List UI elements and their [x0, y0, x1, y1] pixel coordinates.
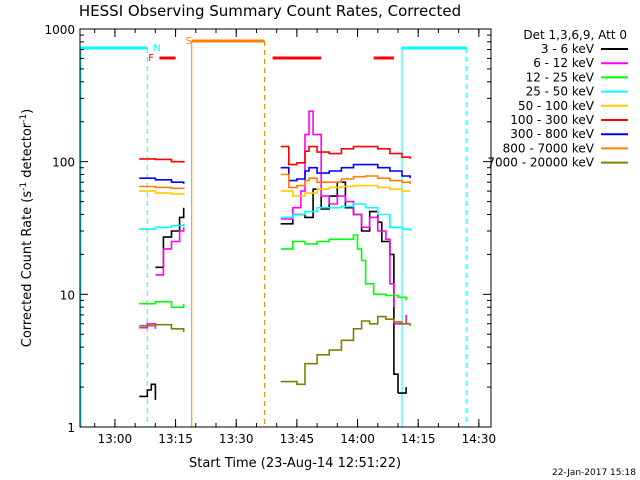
series-line-6 [280, 145, 411, 166]
y-axis-label-main: Corrected Count Rate (s [20, 191, 35, 348]
x-tick-label: 14:15 [401, 432, 436, 446]
legend-label-6: 100 - 300 keV [510, 113, 594, 127]
series-line-8 [280, 173, 411, 189]
y-tick-label: 100 [52, 156, 75, 170]
x-tick-label: 13:30 [219, 432, 254, 446]
y-axis-label-mid: detector [20, 122, 35, 182]
series-line-1 [139, 383, 157, 400]
legend-label-7: 300 - 800 keV [510, 127, 594, 141]
series-line-4 [280, 203, 411, 231]
series-line-9 [139, 323, 185, 332]
series-line-5 [280, 184, 411, 197]
chart-title: HESSI Observing Summary Count Rates, Cor… [79, 2, 461, 20]
y-tick-label: 1000 [44, 23, 75, 37]
legend-label-2: 6 - 12 keV [533, 56, 595, 70]
series-line-7 [139, 177, 185, 184]
y-axis-label-exp-2: -1 [19, 114, 29, 123]
series-line-9 [280, 315, 411, 386]
axis-ticks: 13:00 13:15 13:30 13:45 14:00 14:15 14:30 1 10 10… [44, 23, 496, 446]
legend-header: Det 1,3,6,9, Att 0 [523, 28, 627, 42]
y-tick-label: 10 [60, 288, 75, 302]
legend-label-3: 12 - 25 keV [526, 70, 595, 84]
series-line-1 [398, 387, 407, 394]
x-axis-label: Start Time (23-Aug-14 12:51:22) [189, 456, 401, 471]
saa-flag-label: S [186, 36, 192, 47]
y-axis-label-exp-1: -1 [19, 182, 29, 191]
legend-label-8: 800 - 7000 keV [503, 141, 595, 155]
y-axis-label: Corrected Count Rate (s-1 detector-1) [19, 109, 35, 347]
plot-frame [79, 28, 492, 428]
series-line-8 [139, 185, 185, 190]
x-tick-label: 13:00 [98, 432, 133, 446]
series-line-5 [139, 190, 185, 195]
y-tick-label: 1 [67, 421, 75, 435]
series-layer [139, 110, 411, 400]
series-line-6 [139, 158, 185, 163]
x-tick-label: 13:45 [280, 432, 315, 446]
x-tick-label: 14:30 [462, 432, 497, 446]
series-line-7 [280, 163, 411, 182]
series-line-2 [155, 227, 185, 276]
series-line-4 [139, 223, 185, 230]
series-line-3 [139, 300, 185, 308]
x-tick-label: 14:00 [340, 432, 375, 446]
night-flag-label: N [153, 43, 160, 54]
series-line-3 [280, 234, 407, 301]
x-tick-label: 13:15 [158, 432, 193, 446]
flags-layer: N S F [80, 36, 468, 427]
footer-date: 22-Jan-2017 15:18 [552, 468, 636, 478]
legend-label-5: 50 - 100 keV [518, 99, 595, 113]
y-axis-label-end: ) [20, 109, 35, 114]
legend-label-1: 3 - 6 keV [541, 42, 595, 56]
legend-label-9: 7000 - 20000 keV [487, 156, 594, 170]
flare-flag-label: F [148, 53, 154, 64]
legend-label-4: 25 - 50 keV [526, 85, 595, 99]
